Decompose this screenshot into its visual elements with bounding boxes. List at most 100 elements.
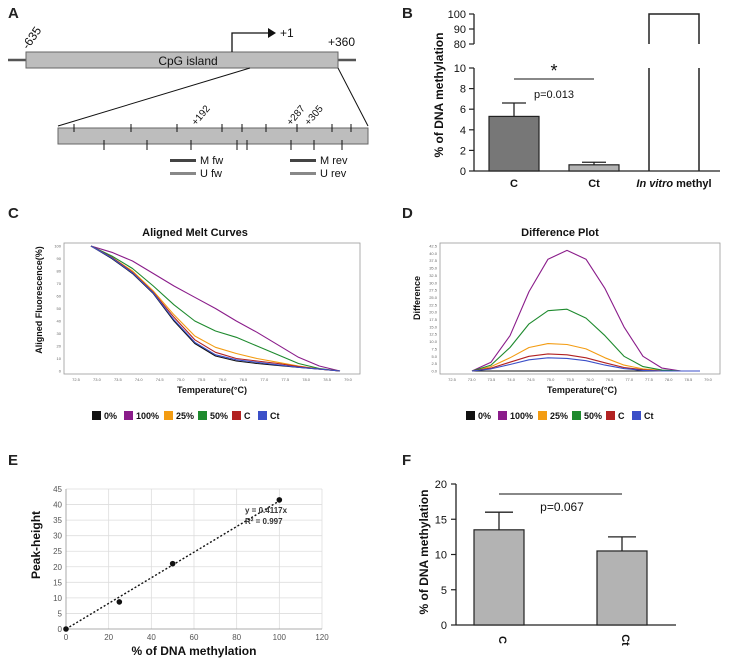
series-line-25pct [90,245,341,372]
panel-e-chart: Peak-height 0 5 10 15 20 25 30 35 40 45 0 20 40 60 80 1… [29,485,329,658]
y-tick-label: 37.5 [429,258,438,263]
panel-b-y-ticks: 0 2 4 6 8 10 80 90 100 [448,9,474,178]
panel-b-y-tick-label: 0 [460,166,466,178]
panel-b-bars [488,13,700,172]
panel-e-y-tick-label: 15 [53,578,62,587]
y-tick-label: 30.0 [429,280,438,285]
panel-e-x-tick-label: 80 [232,633,241,642]
panel-b-cat-label-ct: Ct [588,178,600,190]
panel-c-series [90,245,341,372]
panel-e-y-tick-label: 35 [53,516,62,525]
x-tick-label: 75.5 [566,377,575,382]
panel-b-bar-upper [648,13,700,44]
panel-e-r-squared: R² = 0.997 [245,517,283,526]
cpg-island-label: CpG island [158,54,217,68]
panel-b-y-tick-label: 8 [460,84,466,96]
series-line-ct [90,245,341,372]
y-tick-label: 10 [57,356,62,361]
legend-label-100pct: 100% [510,411,533,421]
legend-swatch-0pct [92,411,101,420]
y-tick-label: 30 [57,331,62,336]
panel-f-y-tick-label: 5 [441,585,447,597]
y-tick-label: 0.0 [431,369,437,374]
panel-b-y-tick-label: 6 [460,104,466,116]
panel-d-y-axis-label: Difference [412,276,422,320]
x-tick-label: 74.0 [507,377,516,382]
y-tick-label: 20.0 [429,310,438,315]
position-305-label: +305 [303,103,326,128]
x-tick-label: 77.5 [645,377,654,382]
x-tick-label: 78.5 [323,377,332,382]
panel-e-x-axis-label: % of DNA methylation [132,644,257,658]
legend-label-0pct: 0% [104,411,117,421]
series-line-100pct [90,245,341,372]
x-tick-label: 73.0 [468,377,477,382]
legend-swatch-25pct [538,411,547,420]
panel-c-legend: 0% 100% 25% 50% C Ct [92,411,280,421]
cpg-island-box [25,51,339,69]
tss-label: +1 [280,26,294,40]
panel-label-f: F [402,452,411,469]
legend-label-ct: Ct [270,411,280,421]
position-287-label: +287 [285,103,308,128]
panel-d-ticks: 0.0 2.5 5.0 7.5 10.0 12.5 15.0 17.5 20.0 22.5 25.0… [429,244,712,383]
panel-b-significance-star: * [550,61,557,81]
u-rev-primer-bar [290,172,316,175]
y-tick-label: 0 [59,369,62,374]
legend-swatch-0pct [466,411,475,420]
panel-b-p-value: p=0.013 [534,89,574,101]
legend-swatch-c [606,411,615,420]
panel-e-data-point [169,560,176,567]
x-tick-label: 74.0 [135,377,144,382]
u-rev-primer-label: U rev [320,168,347,180]
panel-b-y-tick-label: 2 [460,145,466,157]
panel-b-y-axis-label: % of DNA methylation [432,33,446,158]
panel-d-legend: 0% 100% 25% 50% C Ct [466,411,654,421]
x-tick-label: 76.5 [606,377,615,382]
panel-d-x-axis-label: Temperature(°C) [547,385,617,395]
panel-f-y-ticks: 0 5 10 15 20 [435,479,456,632]
y-tick-label: 70 [57,281,62,286]
legend-swatch-ct [258,411,267,420]
x-tick-label: 72.5 [72,377,81,382]
legend-swatch-50pct [198,411,207,420]
panel-e-points [63,497,283,632]
y-tick-label: 90 [57,256,62,261]
x-tick-label: 79.0 [704,377,713,382]
y-tick-label: 25.0 [429,295,438,300]
legend-swatch-100pct [124,411,133,420]
legend-label-50pct: 50% [584,411,602,421]
panel-c-title: Aligned Melt Curves [142,227,248,239]
m-fw-primer-label: M fw [200,155,223,167]
x-tick-label: 76.0 [586,377,595,382]
legend-label-ct: Ct [644,411,654,421]
panel-a-diagram: CpG island +1 -635 +360 +192 +287 +305 M… [8,24,369,180]
panel-e-x-tick-label: 40 [147,633,156,642]
x-tick-label: 74.5 [527,377,536,382]
legend-label-0pct: 0% [478,411,491,421]
y-tick-label: 27.5 [429,288,438,293]
x-tick-label: 73.0 [93,377,102,382]
legend-swatch-25pct [164,411,173,420]
panel-e-grid: 0 5 10 15 20 25 30 35 40 45 0 20 40 60 80 100 120 [53,485,329,642]
panel-e-data-point [116,599,123,605]
panel-f-chart: % of DNA methylation 0 5 10 15 20 C Ct p=0.06… [417,479,676,646]
legend-label-50pct: 50% [210,411,228,421]
y-tick-label: 40.0 [429,251,438,256]
panel-c-y-axis-label: Aligned Fluorescence(%) [34,246,44,354]
y-tick-label: 12.5 [429,332,438,337]
legend-swatch-c [232,411,241,420]
series-line-50pct [90,245,341,372]
panel-b-y-tick-label: 4 [460,125,466,137]
panel-e-x-tick-label: 60 [190,633,199,642]
x-tick-label: 74.5 [156,377,165,382]
y-tick-label: 5.0 [431,354,437,359]
panel-b-bar [568,164,620,172]
panel-f-bar [473,529,525,626]
series-line-100pct [471,249,700,372]
zoom-line-right [337,67,369,127]
panel-e-x-tick-label: 120 [315,633,329,642]
y-tick-label: 7.5 [431,346,437,351]
x-tick-label: 77.0 [625,377,634,382]
